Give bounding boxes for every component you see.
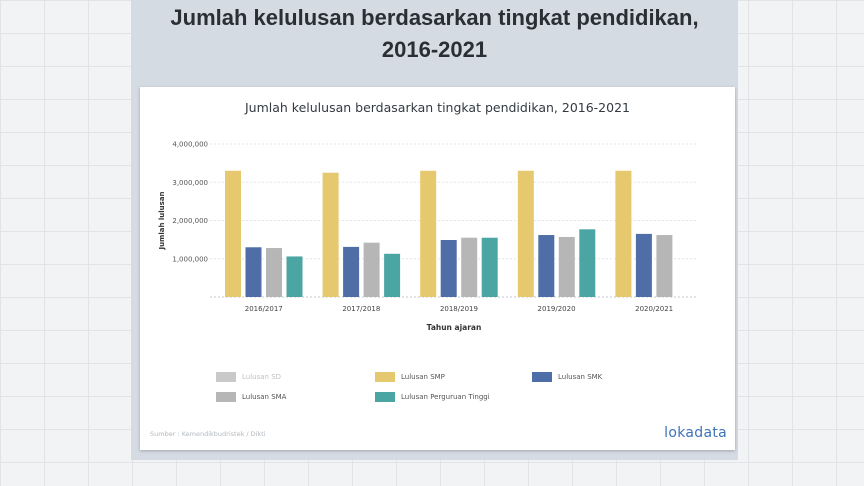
legend-label-pt: Lulusan Perguruan Tinggi	[401, 393, 490, 401]
legend-item-pt: Lulusan Perguruan Tinggi	[375, 391, 490, 403]
bar-lulusan-perguruan-tinggi	[384, 253, 401, 297]
y-axis-label: Jumlah lulusan	[158, 191, 166, 250]
lokadata-logo: lokadata	[664, 425, 727, 441]
bar-lulusan-smk	[245, 247, 262, 297]
bar-lulusan-sma	[363, 242, 380, 297]
bar-lulusan-sma	[558, 236, 575, 297]
bar-lulusan-smk	[538, 235, 555, 297]
chart-title: Jumlah kelulusan berdasarkan tingkat pen…	[244, 100, 630, 115]
slide-title: Jumlah kelulusan berdasarkan tingkat pen…	[131, 2, 738, 66]
bar-lulusan-sma	[461, 237, 478, 297]
y-tick-label: 1,000,000	[172, 255, 208, 263]
x-tick-label: 2017/2018	[342, 305, 380, 313]
legend-item-sd: Lulusan SD	[216, 371, 281, 383]
legend-swatch-sd	[216, 372, 236, 382]
legend-swatch-smk	[532, 372, 552, 382]
source-note: Sumber : Kemendikbudristek / Dikti	[150, 430, 266, 438]
bar-lulusan-perguruan-tinggi	[286, 256, 303, 297]
bar-chart: 1,000,000 2,000,000 3,000,000 4,000,000 Juml…	[158, 141, 698, 332]
bar-lulusan-smp	[615, 170, 632, 297]
bar-lulusan-smk	[440, 240, 457, 297]
x-axis-label: Tahun ajaran	[427, 323, 482, 332]
legend-item-smp: Lulusan SMP	[375, 371, 445, 383]
x-tick-label: 2020/2021	[635, 305, 673, 313]
bar-lulusan-perguruan-tinggi	[579, 229, 596, 297]
bar-lulusan-smp	[322, 172, 339, 297]
legend-label-smp: Lulusan SMP	[401, 373, 445, 381]
y-tick-label: 3,000,000	[172, 179, 208, 187]
slide-title-line2: 2016-2021	[381, 37, 488, 62]
legend-item-sma: Lulusan SMA	[216, 391, 286, 403]
bar-lulusan-sma	[656, 235, 673, 297]
y-tick-label: 2,000,000	[172, 217, 208, 225]
bar-lulusan-smp	[225, 170, 241, 297]
x-tick-label: 2019/2020	[538, 305, 576, 313]
bar-lulusan-smk	[635, 233, 652, 297]
bar-lulusan-sma	[266, 248, 282, 297]
chart-card: Jumlah kelulusan berdasarkan tingkat pen…	[140, 87, 735, 450]
y-tick-label: 4,000,000	[172, 141, 208, 149]
x-tick-label: 2018/2019	[440, 305, 478, 313]
legend-label-sd: Lulusan SD	[242, 373, 282, 381]
bar-lulusan-smk	[343, 246, 360, 297]
bar-lulusan-perguruan-tinggi	[481, 237, 498, 297]
slide-title-line1: Jumlah kelulusan berdasarkan tingkat pen…	[170, 5, 699, 30]
legend-label-smk: Lulusan SMK	[558, 373, 603, 381]
x-tick-label: 2016/2017	[245, 305, 283, 313]
legend-swatch-smp	[375, 372, 395, 382]
legend-swatch-pt	[375, 392, 395, 402]
bar-lulusan-smp	[420, 170, 437, 297]
legend-swatch-sma	[216, 392, 236, 402]
legend-label-sma: Lulusan SMA	[242, 393, 287, 401]
bar-lulusan-smp	[517, 170, 534, 297]
legend-item-smk: Lulusan SMK	[532, 371, 602, 383]
